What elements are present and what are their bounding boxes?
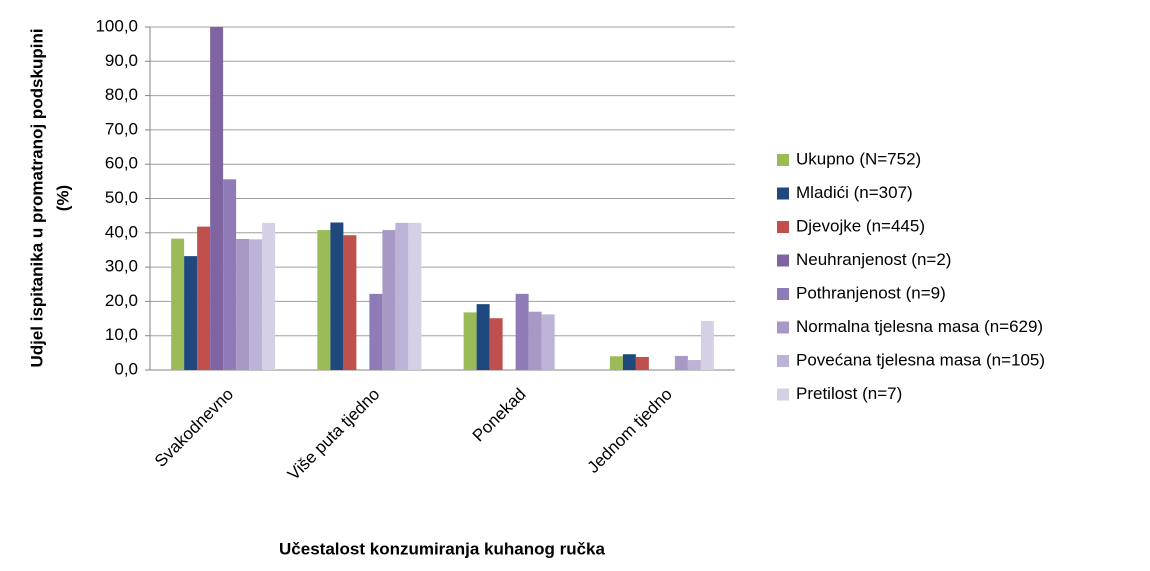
legend-label: Normalna tjelesna masa (n=629) xyxy=(796,317,1043,336)
bar xyxy=(249,239,263,370)
y-axis-label: Udjel ispitanika u promatranoj podskupin… xyxy=(27,28,46,367)
legend-swatch xyxy=(777,288,789,300)
y-tick-label: 100,0 xyxy=(95,16,138,35)
y-tick-label: 0,0 xyxy=(114,359,138,378)
bar xyxy=(489,318,503,370)
bar xyxy=(674,355,688,370)
y-tick-label: 50,0 xyxy=(105,188,138,207)
bar xyxy=(382,230,396,370)
legend-label: Neuhranjenost (n=2) xyxy=(796,250,951,269)
y-tick-label: 40,0 xyxy=(105,222,138,241)
y-tick-label: 90,0 xyxy=(105,51,138,70)
bar xyxy=(700,320,714,370)
bar xyxy=(395,222,409,370)
legend-swatch xyxy=(777,355,789,367)
bar xyxy=(369,293,383,370)
bar xyxy=(528,311,542,370)
x-tick-label: Ponekad xyxy=(469,385,530,446)
bar xyxy=(463,312,477,370)
bar xyxy=(408,222,422,370)
legend-swatch xyxy=(777,388,789,401)
legend-label: Povećana tjelesna masa (n=105) xyxy=(796,350,1045,369)
legend-swatch xyxy=(777,221,789,233)
bar xyxy=(171,238,185,370)
legend-swatch xyxy=(777,254,789,267)
bar xyxy=(317,230,331,370)
legend-label: Djevojke (n=445) xyxy=(796,216,925,235)
bar xyxy=(635,356,649,370)
legend-swatch xyxy=(777,321,789,334)
bar xyxy=(687,360,701,370)
bar xyxy=(223,179,237,370)
bar xyxy=(262,222,276,370)
legend-label: Ukupno (N=752) xyxy=(796,149,921,168)
x-tick-label: Svakodnevno xyxy=(151,385,237,471)
legend-label: Pothranjenost (n=9) xyxy=(796,283,946,302)
x-tick-label: Više puta tjedno xyxy=(284,385,383,484)
bar xyxy=(330,222,344,370)
legend-swatch xyxy=(777,154,789,166)
bar xyxy=(236,238,250,370)
bar xyxy=(541,314,555,370)
x-tick-label: Jednom tjedno xyxy=(584,385,676,477)
bar xyxy=(515,293,529,370)
bar xyxy=(197,226,211,370)
legend-label: Pretilost (n=7) xyxy=(796,384,902,403)
bar xyxy=(343,235,357,370)
y-tick-label: 80,0 xyxy=(105,85,138,104)
y-tick-label: 70,0 xyxy=(105,119,138,138)
bar xyxy=(609,356,623,370)
y-axis-label: (%) xyxy=(53,185,72,211)
legend-swatch xyxy=(777,187,789,200)
y-tick-label: 60,0 xyxy=(105,154,138,173)
bar xyxy=(210,27,224,370)
y-tick-label: 20,0 xyxy=(105,291,138,310)
y-tick-label: 30,0 xyxy=(105,257,138,276)
x-axis-label: Učestalost konzumiranja kuhanog ručka xyxy=(279,539,605,558)
bar xyxy=(184,256,198,370)
bar xyxy=(622,354,636,370)
legend-label: Mladići (n=307) xyxy=(796,183,913,202)
bar xyxy=(476,304,490,370)
y-tick-label: 10,0 xyxy=(105,325,138,344)
